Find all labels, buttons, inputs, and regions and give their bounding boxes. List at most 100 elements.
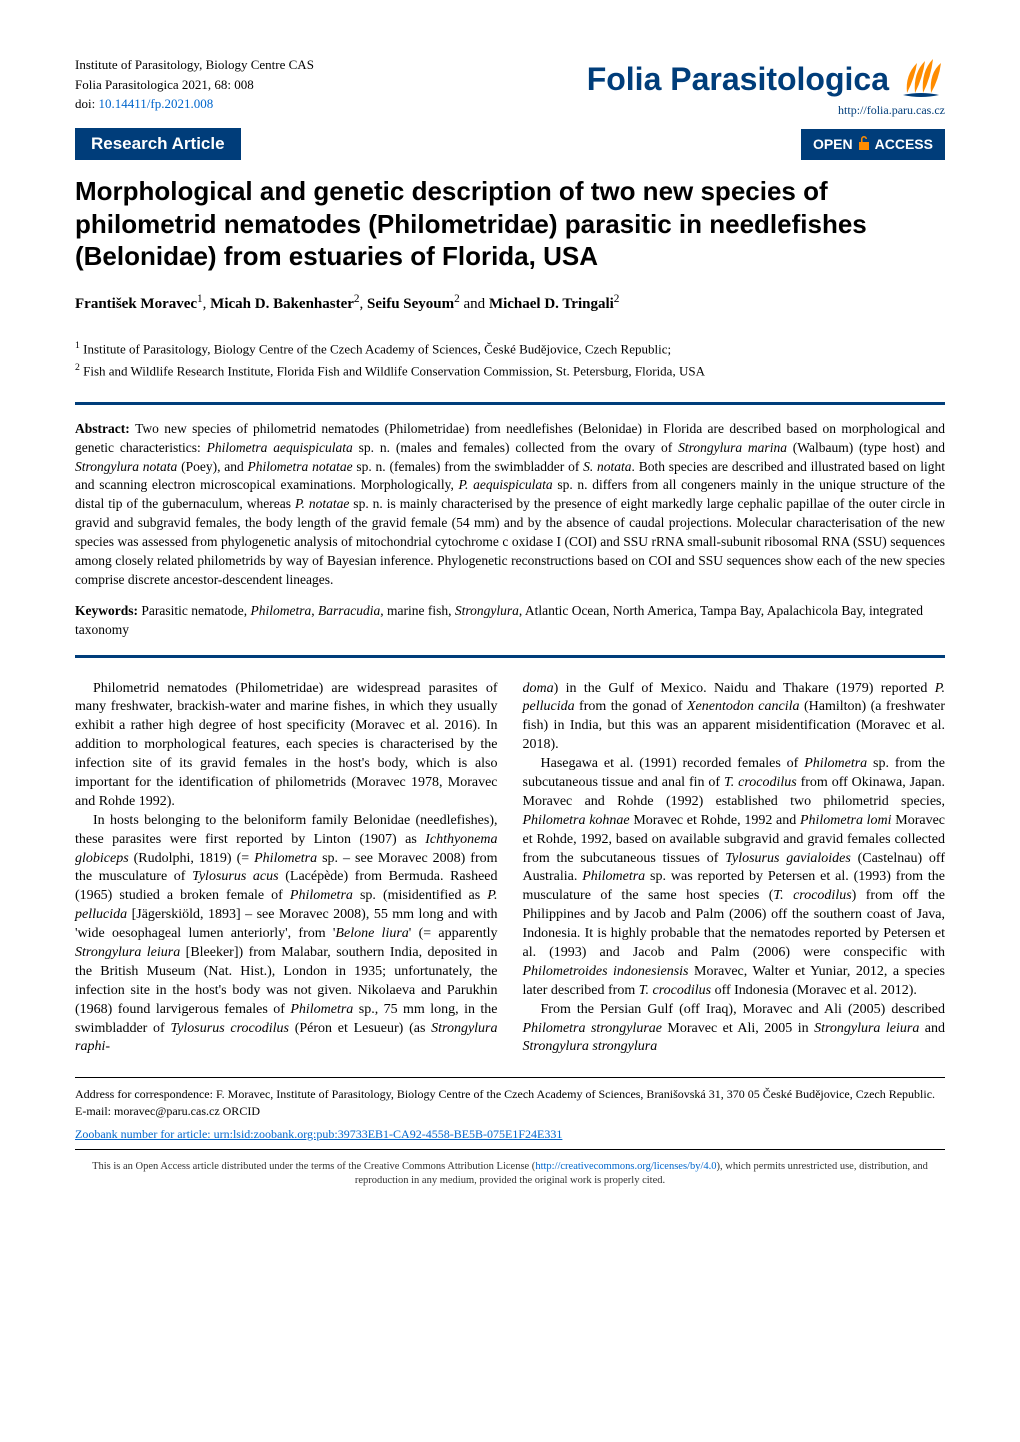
column-right: doma) in the Gulf of Mexico. Naidu and T…	[523, 680, 946, 1058]
journal-row: Folia Parasitologica	[587, 55, 945, 103]
keywords-sep: , marine fish,	[380, 603, 455, 618]
abstract-text: (Poey), and	[177, 459, 247, 474]
body-italic: Philometroides indonesiensis	[523, 964, 689, 979]
abstract: Abstract: Two new species of philometrid…	[75, 420, 945, 590]
license-text: This is an Open Access article distribut…	[92, 1161, 535, 1172]
body-italic: Philometra kohnae	[523, 813, 630, 828]
body-italic: doma	[523, 681, 554, 696]
body-text: Philometrid nematodes (Philometridae) ar…	[75, 681, 498, 809]
journal-name: Folia Parasitologica	[587, 61, 889, 98]
body-text: ' (= apparently	[409, 926, 498, 941]
body-text: Moravec et Rohde, 1992 and	[630, 813, 800, 828]
paragraph: Hasegawa et al. (1991) recorded females …	[523, 755, 946, 1001]
footer: Address for correspondence: F. Moravec, …	[75, 1086, 945, 1142]
body-text: Philometrid nematodes (Philometridae) ar…	[75, 680, 945, 1058]
open-label: OPEN	[813, 136, 853, 152]
divider	[75, 402, 945, 405]
abstract-i4: Philometra notatae	[248, 459, 353, 474]
journal-url[interactable]: http://folia.paru.cas.cz	[838, 103, 945, 118]
aff2-text: Fish and Wildlife Research Institute, Fl…	[80, 363, 705, 378]
affiliation-1: 1 Institute of Parasitology, Biology Cen…	[75, 338, 945, 360]
keywords: Keywords: Parasitic nematode, Philometra…	[75, 602, 945, 640]
body-italic: Tylosurus crocodilus	[170, 1021, 289, 1036]
author-1: František Moravec	[75, 296, 197, 312]
body-italic: Xenentodon cancila	[687, 699, 800, 714]
affiliation-2: 2 Fish and Wildlife Research Institute, …	[75, 360, 945, 382]
abstract-text: sp. n. (females) from the swimbladder of	[353, 459, 584, 474]
keywords-i3: Strongylura	[455, 603, 519, 618]
body-text: and	[919, 1021, 945, 1036]
paragraph: In hosts belonging to the beloniform fam…	[75, 812, 498, 1058]
body-italic: Strongylura leiura	[75, 945, 180, 960]
header: Institute of Parasitology, Biology Centr…	[75, 55, 945, 118]
divider	[75, 655, 945, 658]
abstract-label: Abstract:	[75, 421, 135, 436]
keywords-i2: Barracudia	[318, 603, 380, 618]
header-right: Folia Parasitologica http://folia.paru.c…	[587, 55, 945, 118]
paragraph: Philometrid nematodes (Philometridae) ar…	[75, 680, 498, 812]
column-left: Philometrid nematodes (Philometridae) ar…	[75, 680, 498, 1058]
body-text: From the Persian Gulf (off Iraq), Morave…	[541, 1002, 946, 1017]
body-italic: Strongylura leiura	[814, 1021, 919, 1036]
abstract-i1: Philometra aequispiculata	[207, 440, 353, 455]
footer-divider	[75, 1077, 945, 1078]
doi-link[interactable]: 10.14411/fp.2021.008	[98, 96, 213, 111]
abstract-i6: P. aequispiculata	[459, 477, 553, 492]
author-4-sup: 2	[614, 293, 620, 305]
zoobank-link[interactable]: Zoobank number for article: urn:lsid:zoo…	[75, 1126, 945, 1143]
doi-line: doi: 10.14411/fp.2021.008	[75, 94, 314, 114]
article-type-badge: Research Article	[75, 128, 241, 160]
body-text: (Rudolphi, 1819) (=	[129, 851, 254, 866]
institute-line: Institute of Parasitology, Biology Centr…	[75, 55, 314, 75]
body-italic: Philometra	[254, 851, 317, 866]
affiliations: 1 Institute of Parasitology, Biology Cen…	[75, 338, 945, 382]
body-italic: Strongylura strongylura	[523, 1039, 658, 1054]
body-italic: Philometra strongylurae	[523, 1021, 662, 1036]
keywords-sep: ,	[311, 603, 318, 618]
keywords-text: Parasitic nematode,	[141, 603, 250, 618]
body-italic: Philometra lomi	[800, 813, 892, 828]
body-italic: Belone liura	[335, 926, 408, 941]
paragraph: doma) in the Gulf of Mexico. Naidu and T…	[523, 680, 946, 756]
license-link[interactable]: http://creativecommons.org/licenses/by/4…	[535, 1161, 716, 1172]
lock-icon	[857, 135, 871, 154]
author-4: Michael D. Tringali	[489, 296, 614, 312]
keywords-i1: Philometra	[250, 603, 311, 618]
body-text: Hasegawa et al. (1991) recorded females …	[541, 756, 805, 771]
author-2: Micah D. Bakenhaster	[210, 296, 354, 312]
leaf-icon	[897, 55, 945, 103]
body-text: from the gonad of	[575, 699, 687, 714]
body-text: ) in the Gulf of Mexico. Naidu and Thaka…	[554, 681, 935, 696]
abstract-text: (Walbaum) (type host) and	[787, 440, 945, 455]
open-access-badge: OPEN ACCESS	[801, 129, 945, 160]
body-italic: Philometra	[290, 888, 353, 903]
body-text: sp. (misidentified as	[353, 888, 487, 903]
body-italic: T. crocodilus	[724, 775, 797, 790]
body-italic: Tylosurus gavialoides	[725, 851, 851, 866]
access-label: ACCESS	[875, 136, 933, 152]
abstract-text: sp. n. (males and females) collected fro…	[353, 440, 678, 455]
body-italic: T. crocodilus	[639, 983, 711, 998]
body-text: Moravec et Ali, 2005 in	[662, 1021, 814, 1036]
body-text: (Péron et Lesueur) (as	[289, 1021, 431, 1036]
body-italic: T. crocodilus	[773, 888, 851, 903]
body-text: off Indonesia (Moravec et al. 2012).	[711, 983, 917, 998]
license: This is an Open Access article distribut…	[75, 1160, 945, 1189]
aff1-text: Institute of Parasitology, Biology Centr…	[80, 341, 671, 356]
abstract-i2: Strongylura marina	[678, 440, 787, 455]
article-title: Morphological and genetic description of…	[75, 175, 945, 273]
article-type-row: Research Article OPEN ACCESS	[75, 128, 945, 160]
keywords-label: Keywords:	[75, 603, 141, 618]
paragraph: From the Persian Gulf (off Iraq), Morave…	[523, 1001, 946, 1058]
author-3: Seifu Seyoum	[367, 296, 454, 312]
correspondence: Address for correspondence: F. Moravec, …	[75, 1086, 945, 1120]
body-italic: Philometra	[582, 869, 645, 884]
abstract-i5: S. notata	[583, 459, 631, 474]
header-left: Institute of Parasitology, Biology Centr…	[75, 55, 314, 114]
abstract-i3: Strongylura notata	[75, 459, 177, 474]
footer-divider	[75, 1149, 945, 1150]
abstract-i7: P. notatae	[295, 496, 349, 511]
body-italic: Philometra	[290, 1002, 353, 1017]
sep: ,	[360, 296, 368, 312]
doi-label: doi:	[75, 96, 98, 111]
